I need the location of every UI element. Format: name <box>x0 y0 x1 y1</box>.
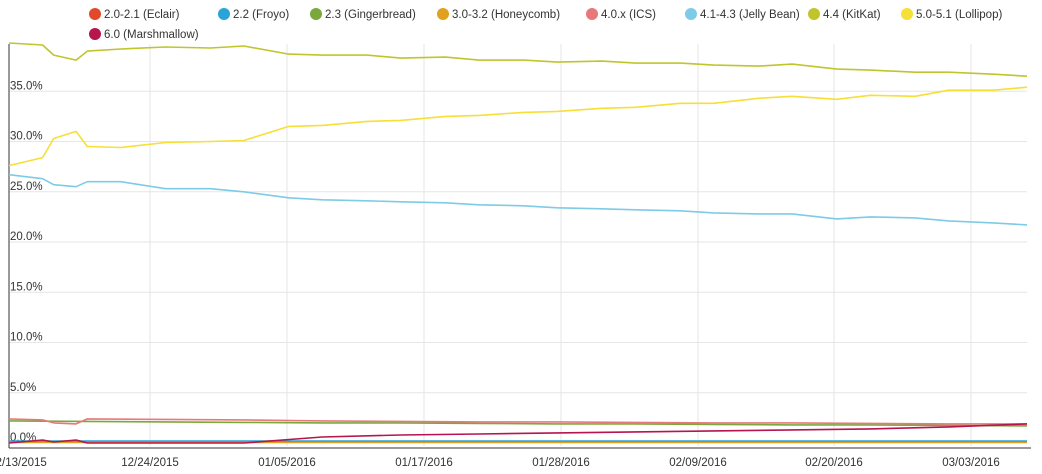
y-tick-label: 15.0% <box>10 281 43 293</box>
x-tick-label: 01/17/2016 <box>395 457 453 469</box>
legend-swatch <box>218 8 230 20</box>
legend: 2.0-2.1 (Eclair) 2.2 (Froyo) 2.3 (Gingerbr… <box>89 8 1002 41</box>
series-line-4 <box>8 418 1027 425</box>
x-tick-label: 12/24/2015 <box>121 457 179 469</box>
x-tick-label: 01/05/2016 <box>258 457 316 469</box>
x-tick-label: 12/13/2015 <box>0 457 47 469</box>
legend-swatch <box>89 28 101 40</box>
legend-label[interactable]: 2.0-2.1 (Eclair) <box>104 9 180 21</box>
y-tick-label: 10.0% <box>10 332 43 344</box>
legend-swatch <box>310 8 322 20</box>
series-line-6 <box>8 42 1028 77</box>
legend-swatch <box>437 8 449 20</box>
legend-label[interactable]: 4.0.x (ICS) <box>601 9 656 21</box>
legend-label[interactable]: 5.0-5.1 (Lollipop) <box>916 9 1002 21</box>
grid <box>9 44 1027 446</box>
legend-label[interactable]: 6.0 (Marshmallow) <box>104 29 199 41</box>
legend-swatch <box>586 8 598 20</box>
legend-label[interactable]: 2.2 (Froyo) <box>233 9 289 21</box>
legend-swatch <box>808 8 820 20</box>
y-tick-label: 5.0% <box>10 382 36 394</box>
x-tick-label: 02/20/2016 <box>805 457 863 469</box>
series-line-8 <box>8 423 1028 444</box>
legend-swatch <box>901 8 913 20</box>
legend-swatch <box>89 8 101 20</box>
y-tick-label: 35.0% <box>10 80 43 92</box>
legend-label[interactable]: 4.4 (KitKat) <box>823 9 881 21</box>
y-tick-label: 25.0% <box>10 181 43 193</box>
legend-label[interactable]: 2.3 (Gingerbread) <box>325 9 416 21</box>
series-line-2 <box>8 420 1028 427</box>
series-line-7 <box>8 86 1028 167</box>
legend-label[interactable]: 3.0-3.2 (Honeycomb) <box>452 9 560 21</box>
y-tick-label: 20.0% <box>10 231 43 243</box>
axes: 0.0%5.0%10.0%15.0%20.0%25.0%30.0%35.0%12… <box>0 44 1031 469</box>
legend-label[interactable]: 4.1-4.3 (Jelly Bean) <box>700 9 800 21</box>
y-tick-label: 30.0% <box>10 131 43 143</box>
legend-swatch <box>685 8 697 20</box>
x-tick-label: 01/28/2016 <box>532 457 590 469</box>
series-lines <box>8 42 1028 444</box>
x-tick-label: 02/09/2016 <box>669 457 727 469</box>
x-tick-label: 03/03/2016 <box>942 457 1000 469</box>
series-line-5 <box>8 173 1028 226</box>
